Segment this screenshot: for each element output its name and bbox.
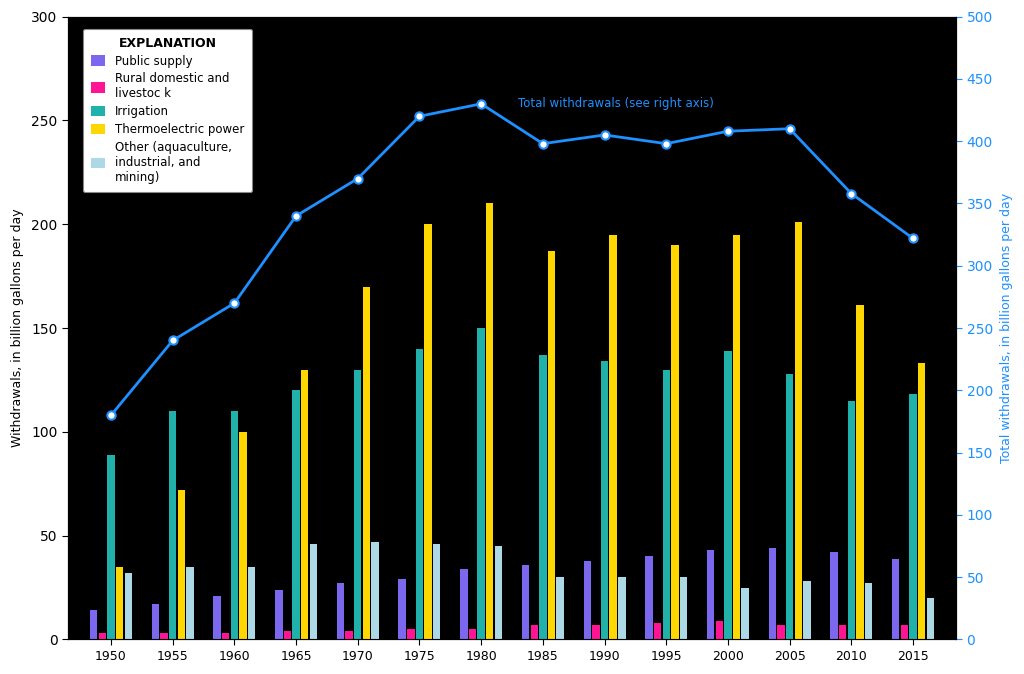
Bar (108, 455, 115, 640)
Y-axis label: Withdrawals, in billion gallons per day: Withdrawals, in billion gallons per day (11, 209, 25, 448)
Bar (724, 351, 731, 640)
Bar (408, 629, 415, 640)
Bar (785, 373, 794, 640)
Bar (548, 251, 555, 640)
Legend: Public supply, Rural domestic and
livestoc k, Irrigation, Thermoelectric power, : Public supply, Rural domestic and livest… (83, 29, 252, 192)
Bar (663, 369, 670, 640)
Bar (433, 544, 440, 640)
Bar (372, 542, 379, 640)
Bar (680, 577, 687, 640)
Bar (901, 625, 908, 640)
Bar (839, 625, 847, 640)
Bar (398, 579, 406, 640)
Bar (177, 490, 185, 640)
Bar (795, 222, 802, 640)
Bar (275, 590, 283, 640)
Bar (416, 349, 423, 640)
Y-axis label: Total withdrawals, in billion gallons per day: Total withdrawals, in billion gallons pe… (999, 193, 1013, 463)
Bar (848, 401, 855, 640)
Bar (98, 634, 106, 640)
Bar (248, 567, 255, 640)
Bar (716, 621, 723, 640)
Bar (213, 596, 221, 640)
Bar (777, 625, 784, 640)
Bar (293, 390, 300, 640)
Bar (769, 548, 776, 640)
Bar (909, 394, 916, 640)
Bar (90, 611, 97, 640)
Bar (240, 432, 247, 640)
Bar (654, 623, 662, 640)
Bar (741, 588, 749, 640)
Bar (618, 577, 626, 640)
Bar (918, 363, 926, 640)
Bar (522, 565, 529, 640)
Bar (161, 634, 168, 640)
Bar (645, 557, 652, 640)
Bar (803, 582, 811, 640)
Bar (609, 235, 616, 640)
Bar (856, 305, 863, 640)
Bar (337, 584, 344, 640)
Bar (830, 552, 838, 640)
Bar (865, 584, 872, 640)
Bar (284, 631, 291, 640)
Bar (927, 598, 934, 640)
Text: Total withdrawals (see right axis): Total withdrawals (see right axis) (518, 97, 714, 111)
Bar (125, 573, 132, 640)
Bar (460, 569, 468, 640)
Bar (222, 634, 229, 640)
Bar (601, 361, 608, 640)
Bar (230, 411, 239, 640)
Bar (469, 629, 476, 640)
Bar (486, 204, 494, 640)
Bar (530, 625, 538, 640)
Bar (584, 561, 591, 640)
Bar (671, 245, 679, 640)
Bar (892, 559, 899, 640)
Bar (152, 604, 159, 640)
Bar (169, 411, 176, 640)
Bar (354, 369, 361, 640)
Bar (556, 577, 564, 640)
Bar (424, 224, 432, 640)
Bar (495, 546, 502, 640)
Bar (540, 355, 547, 640)
Bar (362, 286, 370, 640)
Bar (309, 544, 317, 640)
Bar (301, 369, 308, 640)
Bar (477, 328, 484, 640)
Bar (707, 550, 715, 640)
Bar (592, 625, 600, 640)
Bar (733, 235, 740, 640)
Bar (116, 567, 123, 640)
Bar (345, 631, 353, 640)
Bar (186, 567, 194, 640)
